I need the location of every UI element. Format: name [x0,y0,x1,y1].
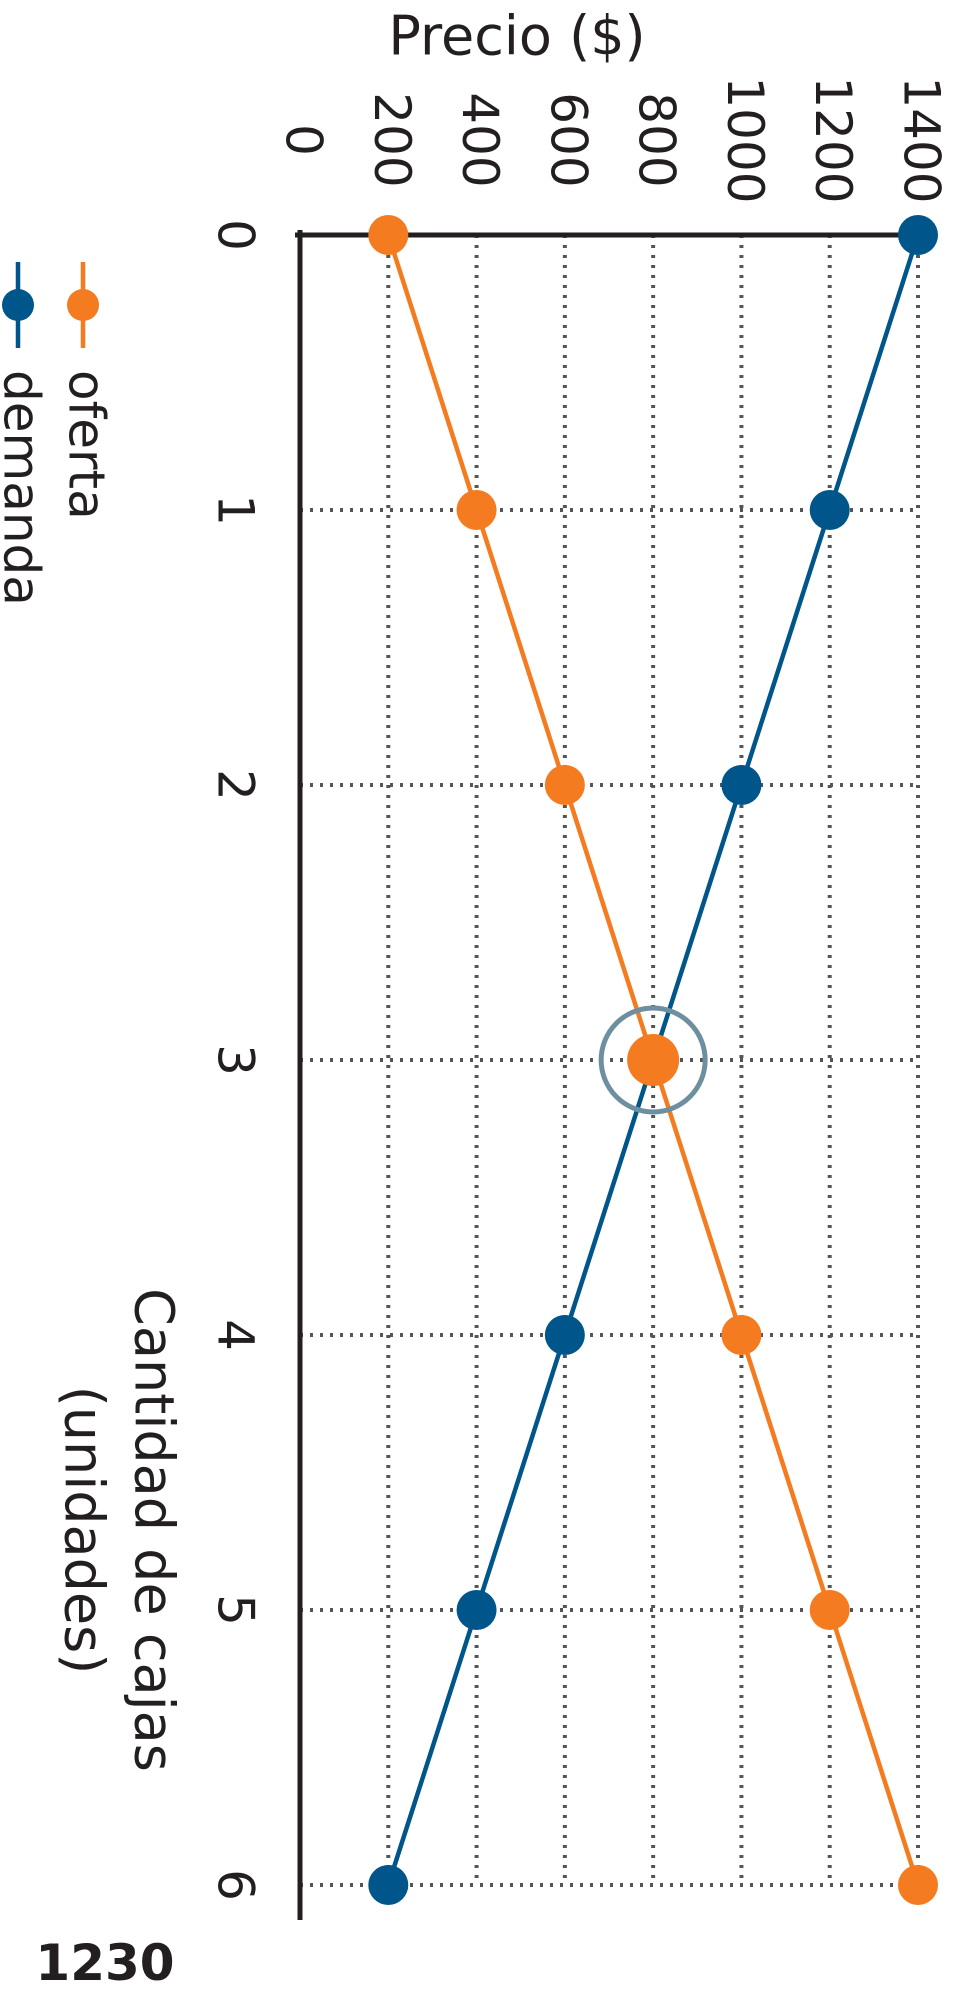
point-oferta-5 [809,1590,850,1630]
point-demanda-2 [721,765,762,805]
figure-code: 1230 [35,1934,174,1992]
point-demanda-5 [456,1590,497,1630]
x-tick-label-2: 2 [207,769,265,801]
point-oferta-0 [368,215,409,255]
y-tick-label-0: 0 [275,124,333,156]
point-oferta-4 [721,1315,762,1355]
x-tick-label-3: 3 [207,1044,265,1076]
y-tick-label-200: 200 [363,92,421,187]
point-demanda-1 [809,490,850,530]
x-axis-title-line2: (unidades) [52,1386,115,1675]
legend-label-oferta: oferta [58,370,116,520]
tick-labels: 0 200 400 600 800 1000 1200 1400 0 1 2 3 4 5 6 [207,76,951,1901]
equilibrium-point [627,1034,680,1086]
data-points [368,215,938,1905]
legend-marker-oferta [67,289,99,321]
legend-label-demanda: demanda [0,370,51,606]
legend-marker-demanda [2,289,34,321]
point-demanda-6 [368,1865,409,1905]
point-demanda-0 [898,215,938,255]
y-tick-label-800: 800 [628,92,686,187]
y-tick-label-600: 600 [539,92,597,187]
point-demanda-4 [544,1315,585,1355]
point-oferta-6 [898,1865,938,1905]
x-tick-label-4: 4 [207,1319,265,1351]
y-axis-title: Precio ($) [388,5,645,68]
point-oferta-2 [544,765,585,805]
x-tick-label-5: 5 [207,1594,265,1626]
point-oferta-1 [456,490,497,530]
y-tick-label-1000: 1000 [716,76,774,203]
x-tick-label-6: 6 [207,1869,265,1901]
y-tick-label-1400: 1400 [893,76,951,203]
equilibrium-ring [598,1005,708,1115]
y-tick-label-1200: 1200 [804,76,862,203]
x-tick-label-1: 1 [207,494,265,526]
x-axis-title-line1: Cantidad de cajas [122,1288,185,1772]
x-tick-label-0: 0 [207,219,265,251]
grid-lines [300,235,920,1887]
y-tick-label-400: 400 [451,92,509,187]
